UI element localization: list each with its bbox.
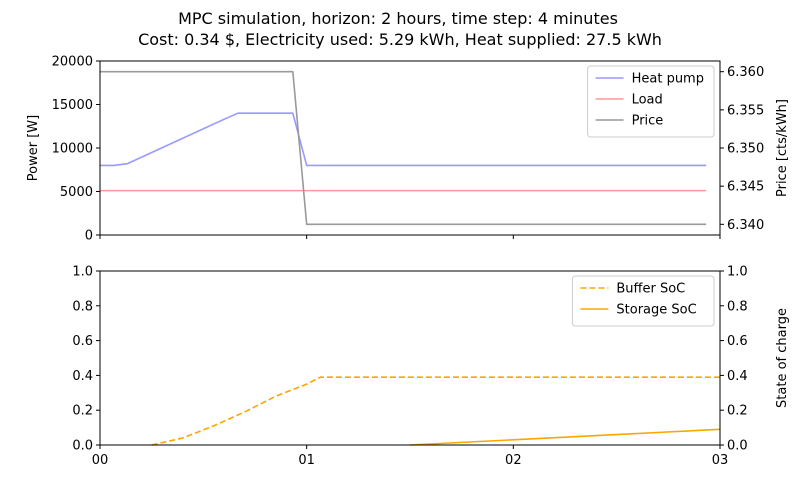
y-left-tick-label: 15000: [52, 98, 93, 113]
y-left-tick-label: 0.0: [72, 439, 93, 454]
series-line-buffer-soc: [151, 376, 720, 446]
y-left-tick-label: 5000: [60, 185, 93, 200]
y-right-tick-label: 0.2: [727, 404, 748, 419]
y-right-tick-label: 0.8: [727, 299, 748, 314]
y-left-tick-label: 0.6: [72, 334, 93, 349]
legend: Buffer SoC Storage SoC: [571, 275, 715, 327]
y-right-tick-label: 0.4: [727, 369, 748, 384]
x-tick-label: 03: [712, 453, 729, 468]
y-left-tick-label: 20000: [52, 55, 93, 70]
y-left-tick-label: 1.0: [72, 265, 93, 280]
y-left-tick-label: 0: [85, 229, 93, 244]
power-price-panel: 0 5000 10000 15000 20000 6.340 6.345 6.350 6.355…: [26, 55, 790, 244]
state-of-charge-panel: 00 01 02 030.00.20.40.60.81.00.00.20.40.60.…: [72, 265, 790, 469]
y-left-axis-label: Power [W]: [26, 115, 41, 181]
y-right-tick-label: 6.340: [727, 218, 764, 233]
y-right-tick-label: 0.0: [727, 439, 748, 454]
series-line-storage-soc: [409, 428, 721, 446]
series-line-heat-pump: [100, 112, 707, 167]
legend-label-heat-pump: Heat pump: [632, 72, 704, 87]
plot-frame: [99, 270, 721, 446]
x-tick-label: 01: [298, 453, 315, 468]
y-left-tick-label: 10000: [52, 142, 93, 157]
y-left-tick-label: 0.2: [72, 404, 93, 419]
x-tick-label: 00: [92, 453, 109, 468]
chart-title-line1: MPC simulation, horizon: 2 hours, time s…: [178, 9, 618, 28]
chart-title-line2: Cost: 0.34 $, Electricity used: 5.29 kWh…: [138, 30, 662, 49]
legend: Heat pump Load Price: [587, 65, 715, 138]
y-left-tick-label: 0.4: [72, 369, 93, 384]
y-right-axis-label: State of charge: [775, 308, 790, 408]
legend-label-price: Price: [632, 114, 664, 129]
y-right-tick-label: 6.355: [727, 103, 764, 118]
y-right-tick-label: 6.345: [727, 180, 764, 195]
y-right-axis-label: Price [cts/kWh]: [775, 99, 790, 197]
y-right-tick-label: 6.350: [727, 142, 764, 157]
y-right-tick-label: 6.360: [727, 65, 764, 80]
y-right-tick-label: 0.6: [727, 334, 748, 349]
y-right-tick-label: 1.0: [727, 265, 748, 280]
legend-label-storage-soc: Storage SoC: [616, 303, 696, 318]
legend-label-load: Load: [632, 93, 663, 108]
legend-label-buffer-soc: Buffer SoC: [616, 282, 685, 297]
y-left-tick-label: 0.8: [72, 299, 93, 314]
x-tick-label: 02: [505, 453, 522, 468]
series-line-price: [100, 70, 707, 226]
